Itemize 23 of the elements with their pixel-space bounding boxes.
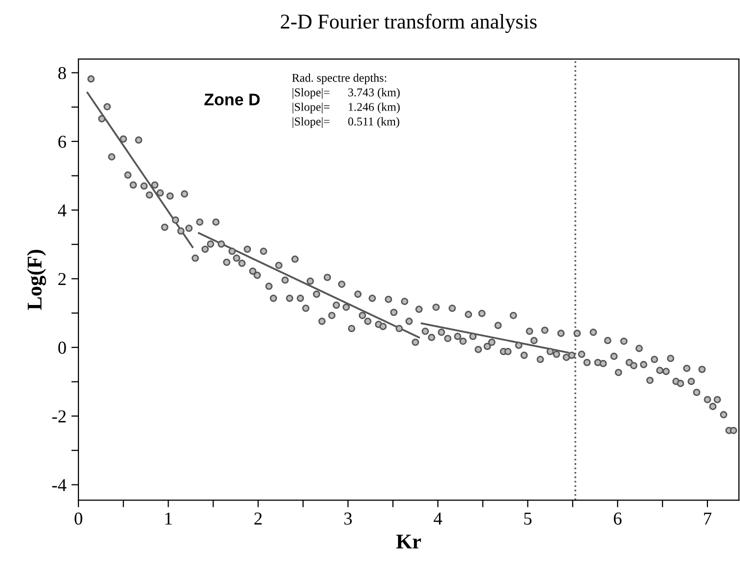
x-tick-label: 7 [704, 512, 712, 525]
x-tick-label: 4 [434, 512, 442, 525]
y-axis-title: Log(F) [26, 250, 46, 310]
annotation: |Slope|= 1.246 (km) [292, 102, 400, 114]
x-axis-title: Kr [396, 534, 421, 548]
x-tick-label: 2 [254, 512, 262, 525]
annotation: Rad. spectre depths: [292, 74, 386, 84]
chart-title: 2-D Fourier transform analysis [280, 14, 537, 33]
annotation: |Slope|= 3.743 (km) [292, 88, 400, 99]
x-tick-label: 1 [165, 512, 172, 525]
y-tick-label: 2 [58, 273, 66, 285]
y-tick-label: 4 [58, 204, 66, 216]
x-tick-label: 3 [344, 512, 352, 525]
x-tick-label: 5 [524, 512, 532, 525]
y-tick-label: -4 [52, 479, 66, 491]
x-tick-label: 0 [74, 512, 82, 525]
annotation: Zone D [204, 94, 260, 106]
y-tick-label: 6 [58, 136, 66, 148]
y-tick-label: 0 [58, 342, 66, 354]
annotation: |Slope|= 0.511 (km) [292, 117, 400, 128]
y-tick-label: 8 [58, 67, 66, 80]
x-tick-label: 6 [614, 512, 622, 525]
y-tick-label: -2 [52, 410, 66, 422]
